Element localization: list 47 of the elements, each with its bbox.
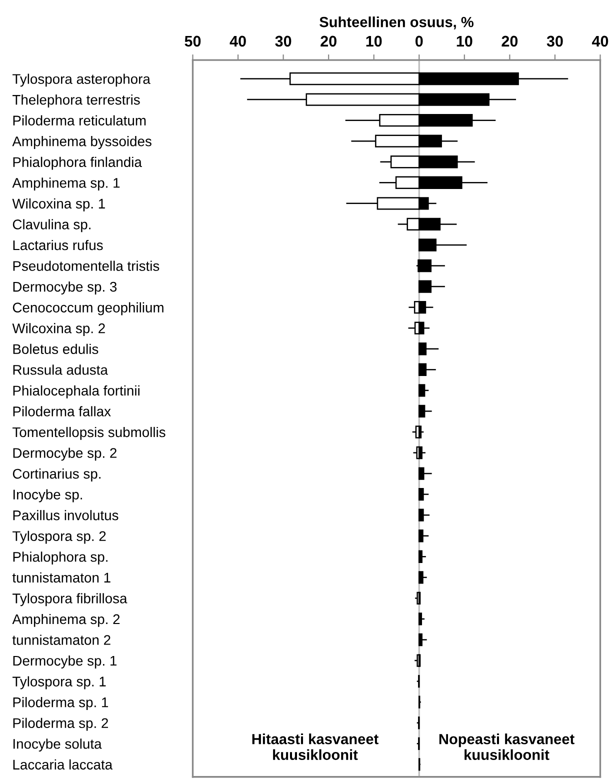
- x-tick-label: 40: [230, 36, 246, 47]
- x-tick-label: 30: [546, 36, 563, 47]
- y-tick-label: Amphinema sp. 2: [12, 614, 120, 627]
- y-tick-label: Cortinarius sp.: [12, 468, 100, 482]
- y-tick-label: Russula adusta: [13, 364, 108, 375]
- annotation: Nopeasti kasvaneet kuusikloonit: [439, 734, 574, 760]
- y-tick-label: Boletus edulis: [13, 344, 98, 354]
- y-tick-label: Wilcoxina sp. 1: [12, 198, 105, 212]
- x-tick-label: 0: [415, 36, 423, 47]
- y-tick-label: Amphinema byssoides: [12, 136, 152, 150]
- y-tick-label: Tylospora asterophora: [12, 74, 150, 87]
- x-tick-label: 20: [502, 36, 518, 47]
- y-tick-label: Tylospora sp. 1: [12, 676, 106, 690]
- y-tick-label: Piloderma sp. 1: [13, 697, 108, 710]
- y-tick-label: Piloderma fallax: [13, 406, 111, 416]
- y-tick-label: tunnistamaton 2: [12, 634, 110, 645]
- y-tick-label: Lactarius rufus: [13, 240, 103, 250]
- y-tick-label: Amphinema sp. 1: [12, 178, 120, 191]
- y-tick-label: Phialocephala fortinii: [13, 385, 140, 398]
- y-tick-label: Phialophora finlandia: [13, 156, 142, 170]
- y-tick-label: Inocybe soluta: [13, 738, 102, 752]
- x-tick-label: 50: [184, 36, 201, 47]
- y-tick-label: Phialophora sp.: [13, 552, 108, 565]
- y-tick-label: Dermocybe sp. 2: [13, 448, 116, 461]
- y-tick-label: Dermocybe sp. 3: [13, 282, 117, 294]
- annotation: Hitaasti kasvaneet kuusikloonit: [252, 734, 378, 760]
- x-tick-label: 20: [320, 36, 336, 47]
- y-tick-label: Clavulina sp.: [12, 219, 90, 232]
- y-tick-label: Cenococcum geophilium: [12, 302, 164, 316]
- y-tick-label: Paxillus involutus: [13, 510, 118, 520]
- x-tick-label: 10: [456, 36, 472, 47]
- y-tick-label: Piloderma sp. 2: [13, 718, 108, 731]
- y-tick-label: Thelephora terrestris: [12, 94, 140, 108]
- x-tick-label: 40: [592, 36, 608, 47]
- y-tick-label: Tylospora sp. 2: [12, 530, 106, 544]
- y-tick-label: Wilcoxina sp. 2: [12, 323, 105, 336]
- x-tick-label: 10: [366, 36, 382, 47]
- x-tick-label: 30: [275, 36, 292, 47]
- y-tick-label: Laccaria laccata: [13, 759, 113, 770]
- y-tick-label: Dermocybe sp. 1: [13, 655, 117, 668]
- y-tick-label: Tomentellopsis submollis: [12, 426, 166, 440]
- y-tick-label: Pseudotomentella tristis: [13, 260, 160, 271]
- y-tick-label: tunnistamaton 1: [12, 572, 110, 583]
- y-tick-label: Tylospora fibrillosa: [12, 593, 128, 606]
- y-tick-label: Piloderma reticulatum: [13, 115, 146, 126]
- y-tick-label: Inocybe sp.: [13, 489, 82, 502]
- x-axis-title: Suhteellinen osuus, %: [320, 16, 474, 30]
